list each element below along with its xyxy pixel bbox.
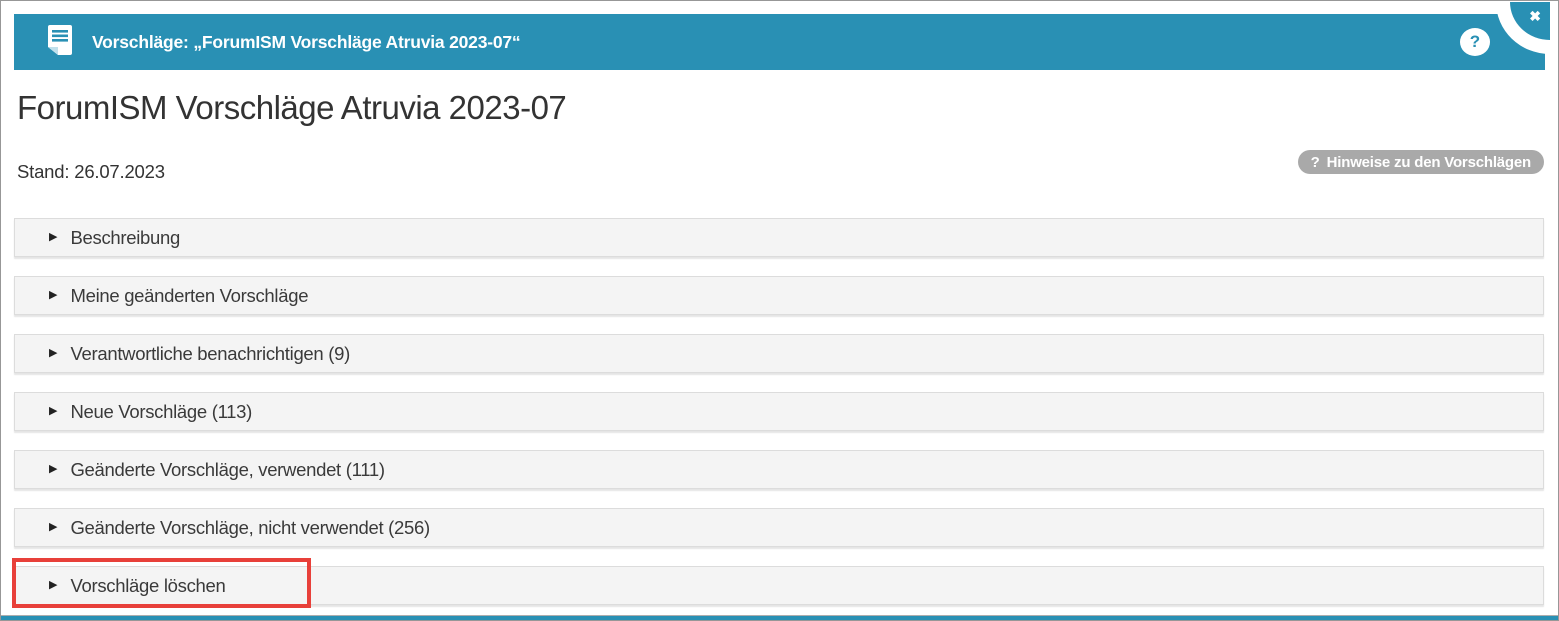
accordion-item[interactable]: ▶ Vorschläge löschen xyxy=(14,566,1544,605)
accordion-list: ▶ Beschreibung ▶ Meine geänderten Vorsch… xyxy=(14,218,1544,620)
accordion-item-label: Vorschläge löschen xyxy=(70,574,226,596)
accordion-item[interactable]: ▶ Neue Vorschläge (113) xyxy=(14,392,1544,431)
chevron-right-icon: ▶ xyxy=(49,289,58,301)
accordion-item[interactable]: ▶ Verantwortliche benachrichtigen (9) xyxy=(14,334,1544,373)
accordion-item-label: Verantwortliche benachrichtigen (9) xyxy=(70,342,350,364)
bottom-accent-bar xyxy=(1,615,1558,620)
chevron-right-icon: ▶ xyxy=(49,521,58,533)
accordion-item-label: Beschreibung xyxy=(70,226,181,248)
hints-button[interactable]: ? Hinweise zu den Vorschlägen xyxy=(1297,150,1544,174)
accordion-item-label: Geänderte Vorschläge, nicht verwendet (2… xyxy=(70,516,430,538)
page-title: ForumISM Vorschläge Atruvia 2023-07 xyxy=(17,89,567,126)
dialog-titlebar: Vorschläge: „ForumISM Vorschläge Atruvia… xyxy=(14,2,1550,70)
accordion-item[interactable]: ▶ Beschreibung xyxy=(14,218,1544,257)
accordion-item[interactable]: ▶ Meine geänderten Vorschläge xyxy=(14,276,1544,315)
chevron-right-icon: ▶ xyxy=(49,463,58,475)
accordion-item-label: Meine geänderten Vorschläge xyxy=(70,284,309,306)
accordion-item[interactable]: ▶ Geänderte Vorschläge, nicht verwendet … xyxy=(14,508,1544,547)
accordion-item-label: Geänderte Vorschläge, verwendet (111) xyxy=(70,458,385,480)
chevron-right-icon: ▶ xyxy=(49,347,58,359)
question-icon: ? xyxy=(1310,153,1320,171)
chevron-right-icon: ▶ xyxy=(49,579,58,591)
hints-button-label: Hinweise zu den Vorschlägen xyxy=(1326,153,1532,171)
document-icon xyxy=(48,24,72,60)
chevron-right-icon: ▶ xyxy=(49,405,58,417)
help-icon[interactable]: ? xyxy=(1460,28,1490,56)
chevron-right-icon: ▶ xyxy=(49,231,58,243)
accordion-item-label: Neue Vorschläge (113) xyxy=(70,400,253,422)
date-line: Stand: 26.07.2023 xyxy=(17,161,165,182)
dialog-title: Vorschläge: „ForumISM Vorschläge Atruvia… xyxy=(92,31,521,52)
accordion-item[interactable]: ▶ Geänderte Vorschläge, verwendet (111) xyxy=(14,450,1544,489)
